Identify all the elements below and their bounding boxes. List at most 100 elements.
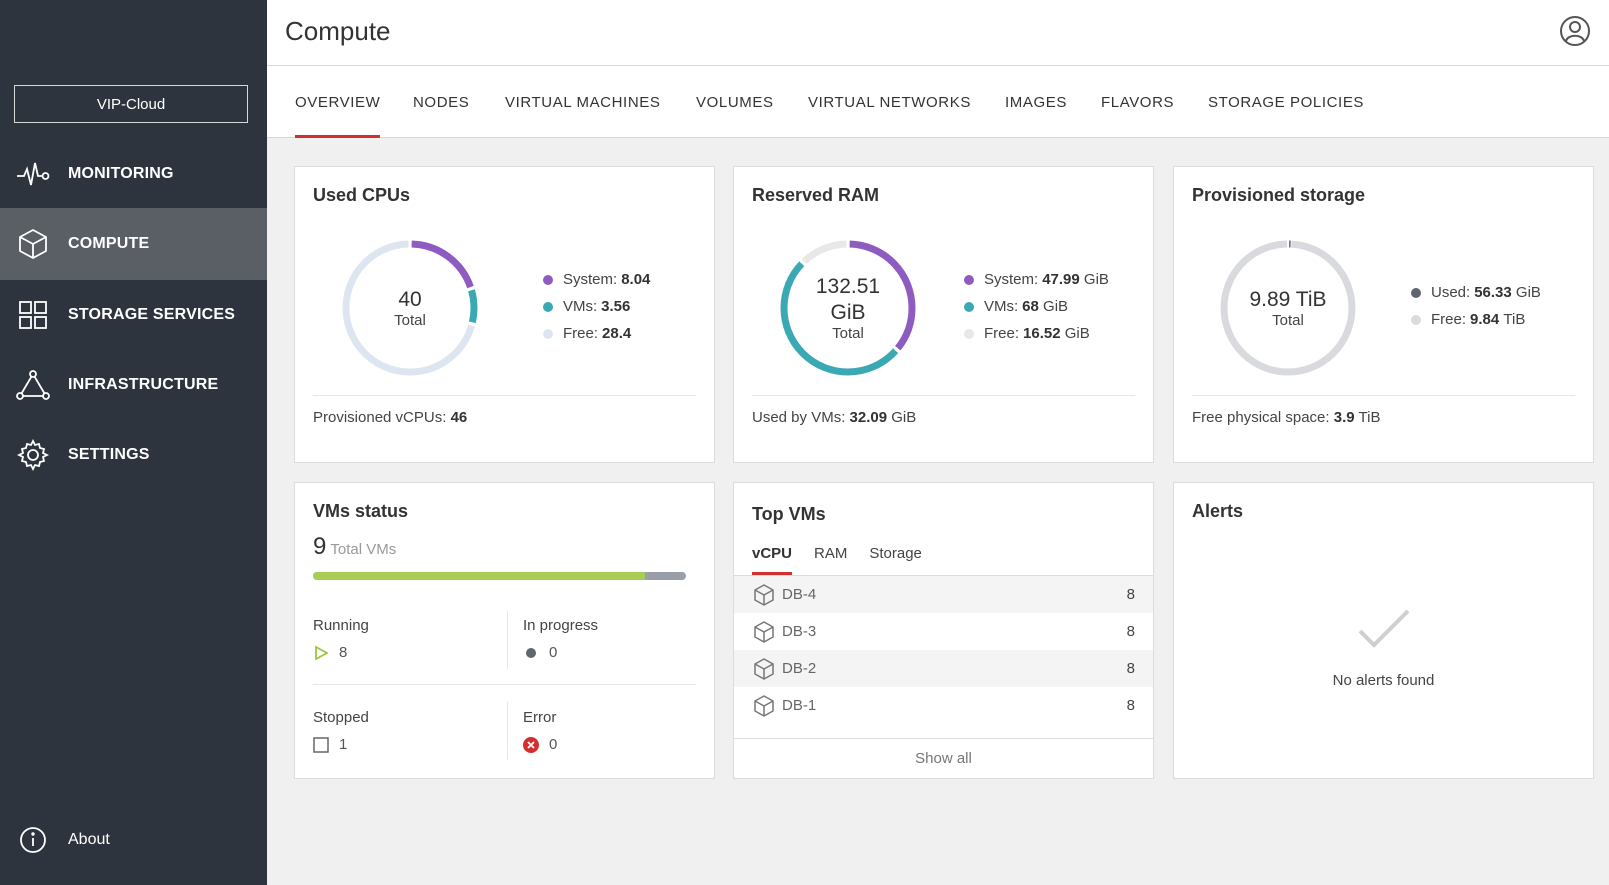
list-item[interactable]: DB-4 8	[734, 576, 1153, 613]
legend-item-free: Free: 28.4	[543, 320, 650, 347]
legend-dot	[543, 274, 553, 285]
dot-icon	[523, 645, 539, 661]
legend-dot	[964, 328, 974, 339]
tab-bar: OVERVIEW NODES VIRTUAL MACHINES VOLUMES …	[267, 66, 1609, 138]
alerts-empty-state: No alerts found	[1174, 603, 1593, 689]
sidebar-item-label: STORAGE SERVICES	[68, 306, 236, 323]
stat-error[interactable]: Error 0	[523, 709, 558, 753]
card-title: Provisioned storage	[1192, 185, 1366, 205]
stat-stopped[interactable]: Stopped 1	[313, 709, 369, 753]
sidebar-item-settings[interactable]: SETTINGS	[0, 419, 267, 491]
about-link[interactable]: About	[0, 815, 267, 865]
tab-virtual-networks[interactable]: VIRTUAL NETWORKS	[808, 94, 971, 111]
card-title: VMs status	[313, 501, 409, 521]
card-title: Alerts	[1192, 501, 1244, 521]
donut-segment-vms	[342, 240, 478, 376]
legend-dot	[543, 328, 553, 339]
tab-storage-policies[interactable]: STORAGE POLICIES	[1208, 94, 1365, 111]
cpu-total: 40 Total	[394, 287, 426, 330]
sidebar-item-storage-services[interactable]: STORAGE SERVICES	[0, 279, 267, 351]
divider	[752, 395, 1135, 396]
stat-running[interactable]: Running 8	[313, 617, 369, 661]
legend-item-vms: VMs: 3.56	[543, 293, 650, 320]
vm-status-bar	[313, 572, 686, 580]
provisioned-storage-card: Provisioned storage 9.89 TiB Total Used:…	[1173, 166, 1594, 463]
sidebar-item-monitoring[interactable]: MONITORING	[0, 138, 267, 210]
legend-item-system: System: 47.99 GiB	[964, 266, 1109, 293]
cpu-legend: System: 8.04 VMs: 3.56 Free: 28.4	[543, 266, 650, 347]
legend-item-free: Free: 16.52 GiB	[964, 320, 1109, 347]
sidebar-item-label: SETTINGS	[68, 446, 150, 463]
tab-volumes[interactable]: VOLUMES	[696, 94, 774, 111]
pulse-icon	[16, 157, 50, 191]
list-item[interactable]: DB-2 8	[734, 650, 1153, 687]
no-alerts-text: No alerts found	[1332, 672, 1435, 689]
tab-virtual-machines[interactable]: VIRTUAL MACHINES	[505, 94, 661, 111]
storage-donut-chart	[1220, 240, 1356, 376]
tab-storage[interactable]: Storage	[869, 545, 922, 562]
header: Compute	[267, 0, 1609, 66]
sidebar-item-label: INFRASTRUCTURE	[68, 376, 219, 393]
legend-item-vms: VMs: 68 GiB	[964, 293, 1109, 320]
used-cpus-card: Used CPUs 40 Total System: 8.04 VMs: 3.56 …	[294, 166, 715, 463]
tab-images[interactable]: IMAGES	[1005, 94, 1067, 111]
about-label: About	[68, 831, 110, 848]
legend-dot	[964, 274, 974, 285]
sidebar-item-label: COMPUTE	[68, 235, 150, 252]
play-icon	[313, 645, 329, 661]
ram-donut-chart	[780, 240, 916, 376]
total-vms: 9 Total VMs	[313, 533, 397, 560]
stop-square-icon	[313, 736, 329, 753]
ram-total: 132.51 GiB Total	[815, 275, 881, 342]
provisioned-vcpus: Provisioned vCPUs: 46	[313, 409, 468, 426]
cube-icon	[752, 694, 776, 718]
legend-item-free: Free: 9.84 TiB	[1411, 306, 1541, 333]
top-vms-list: DB-4 8 DB-3 8 DB-2 8 DB-1 8	[734, 575, 1153, 724]
used-by-vms: Used by VMs: 32.09 GiB	[752, 409, 917, 426]
vms-status-card: VMs status 9 Total VMs Running 8 In prog…	[294, 482, 715, 779]
cube-icon	[16, 227, 50, 261]
tab-vcpu[interactable]: vCPU	[752, 545, 793, 575]
user-avatar-icon[interactable]	[1559, 15, 1591, 47]
donut-segment-system	[780, 240, 916, 376]
donut-segment-free	[1220, 240, 1356, 376]
cube-icon	[752, 583, 776, 607]
ram-legend: System: 47.99 GiB VMs: 68 GiB Free: 16.52 G…	[964, 266, 1109, 347]
storage-legend: Used: 56.33 GiB Free: 9.84 TiB	[1411, 279, 1541, 333]
legend-item-system: System: 8.04	[543, 266, 650, 293]
show-all-link[interactable]: Show all	[734, 738, 1153, 778]
cube-icon	[752, 620, 776, 644]
list-item[interactable]: DB-3 8	[734, 613, 1153, 650]
sidebar-item-label: MONITORING	[68, 165, 174, 182]
legend-dot	[964, 301, 974, 312]
grid-icon	[16, 298, 50, 332]
divider	[507, 702, 508, 760]
error-icon	[523, 736, 539, 753]
reserved-ram-card: Reserved RAM 132.51 GiB Total System: 47.…	[733, 166, 1154, 463]
top-vms-card: Top VMs vCPU RAM Storage DB-4 8 DB-3 8 DB-…	[733, 482, 1154, 779]
sidebar: VIP-Cloud MONITORING COMPUTE STORAGE SER…	[0, 0, 267, 885]
top-vms-tabs: vCPU RAM Storage	[752, 545, 944, 575]
sidebar-item-infrastructure[interactable]: INFRASTRUCTURE	[0, 349, 267, 421]
page-title: Compute	[285, 16, 391, 46]
gear-icon	[16, 438, 50, 472]
divider	[313, 395, 696, 396]
list-item[interactable]: DB-1 8	[734, 687, 1153, 724]
card-title: Top VMs	[752, 504, 826, 524]
info-icon	[18, 825, 48, 855]
tab-overview[interactable]: OVERVIEW	[295, 94, 381, 138]
sidebar-item-compute[interactable]: COMPUTE	[0, 208, 267, 280]
tab-nodes[interactable]: NODES	[413, 94, 470, 111]
cpu-donut-chart	[342, 240, 478, 376]
alerts-card: Alerts No alerts found	[1173, 482, 1594, 779]
legend-dot	[543, 301, 553, 312]
storage-total: 9.89 TiB Total	[1249, 287, 1327, 330]
tab-flavors[interactable]: FLAVORS	[1101, 94, 1175, 111]
stat-in-progress[interactable]: In progress 0	[523, 617, 599, 661]
running-fill	[313, 572, 645, 580]
cluster-selector-button[interactable]: VIP-Cloud	[14, 85, 248, 123]
card-title: Used CPUs	[313, 185, 411, 205]
tab-ram[interactable]: RAM	[814, 545, 848, 562]
checkmark-icon	[1354, 603, 1414, 658]
legend-dot	[1411, 287, 1421, 298]
